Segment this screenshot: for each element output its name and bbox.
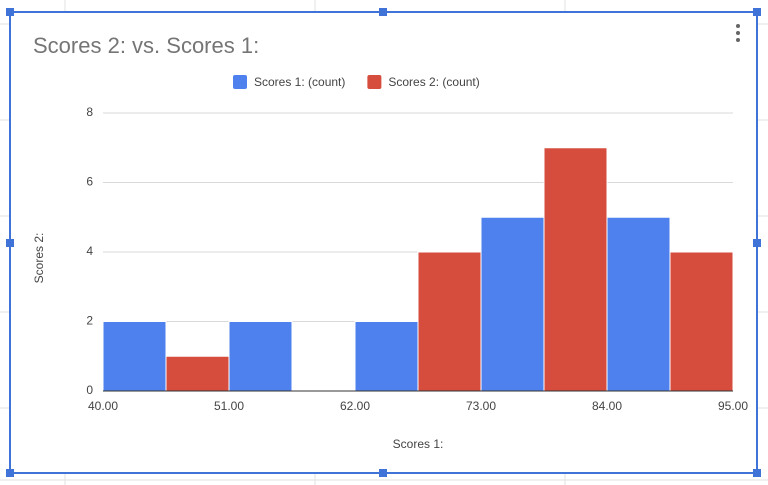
bar [543, 147, 608, 392]
resize-handles[interactable] [6, 8, 761, 477]
y-axis-label: Scores 2: [32, 233, 46, 284]
bar [669, 251, 734, 392]
bar [102, 321, 167, 392]
y-tick-label: 2 [86, 314, 93, 328]
y-tick-label: 8 [86, 105, 93, 119]
bar [417, 251, 482, 392]
bar [228, 321, 293, 392]
chart-title: Scores 2: vs. Scores 1: [33, 33, 259, 58]
bar [165, 355, 230, 392]
bar [354, 321, 419, 392]
legend-label: Scores 1: (count) [254, 75, 345, 89]
y-tick-label: 4 [86, 244, 93, 258]
x-tick-label: 40.00 [88, 399, 118, 413]
bar [606, 216, 671, 392]
legend-swatch [367, 75, 382, 89]
y-tick-label: 6 [86, 175, 93, 189]
legend-swatch [233, 75, 247, 89]
legend-label: Scores 2: (count) [388, 75, 479, 89]
menu-icon[interactable] [736, 24, 740, 42]
bar [480, 216, 545, 392]
x-tick-label: 51.00 [214, 399, 244, 413]
x-tick-label: 73.00 [466, 399, 496, 413]
x-axis-label: Scores 1: [393, 437, 444, 451]
x-tick-label: 95.00 [718, 399, 748, 413]
y-tick-label: 0 [86, 383, 93, 397]
x-tick-label: 62.00 [340, 399, 370, 413]
x-tick-label: 84.00 [592, 399, 622, 413]
